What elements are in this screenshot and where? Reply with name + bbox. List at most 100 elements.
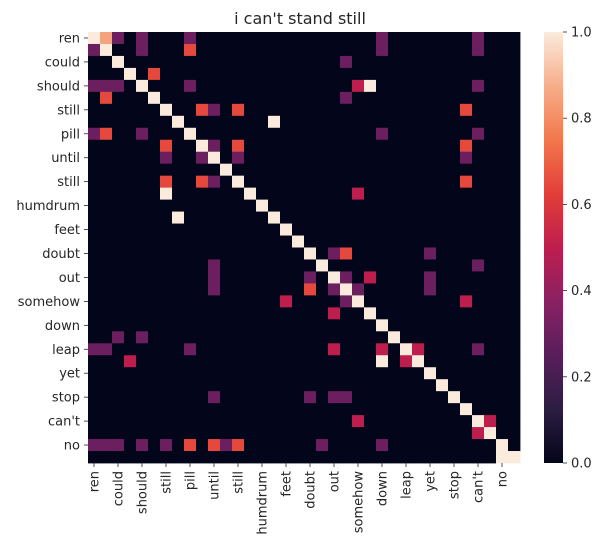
heatmap-cell [244,403,257,416]
heatmap-cell [160,32,173,45]
heatmap-cell [388,139,401,153]
heatmap-cell [304,115,317,129]
heatmap-cell [148,139,161,153]
heatmap-cell [316,223,329,236]
heatmap-cell [124,271,137,284]
heatmap-cell [472,103,485,117]
heatmap-cell [316,67,329,81]
heatmap-cell [352,211,365,224]
heatmap-cell [496,79,509,93]
heatmap-cell [376,79,389,93]
heatmap-cell [172,343,185,356]
heatmap-cell [412,103,425,117]
heatmap-cell [304,235,317,248]
heatmap-cell [436,343,449,356]
heatmap-cell [244,259,257,272]
heatmap-cell [124,151,137,165]
heatmap-cell [280,391,293,404]
heatmap-cell [496,103,509,117]
heatmap-cell [124,199,137,212]
heatmap-cell [364,175,377,189]
heatmap-cell [376,187,389,201]
col-tick-label: still [160,471,175,494]
heatmap-cell [496,331,509,344]
heatmap-cell [88,187,101,201]
heatmap-cell [400,391,413,404]
heatmap-cell [244,103,257,117]
heatmap-cell [388,235,401,248]
heatmap-cell [328,187,341,201]
row-tick-label: no [64,439,80,454]
heatmap-cell [220,115,233,129]
heatmap-cell [388,55,401,69]
heatmap-cell [184,319,197,332]
heatmap-cell [472,187,485,201]
heatmap-cell [304,331,317,344]
heatmap-cell [328,199,341,212]
heatmap-cell [100,451,113,464]
heatmap-cell [280,319,293,332]
heatmap-cell [244,32,257,45]
heatmap-cell [124,175,137,189]
heatmap-cell [508,103,521,117]
heatmap-cell [460,91,473,105]
heatmap-cell [112,211,125,224]
heatmap-cell [280,43,293,57]
heatmap-cell [172,319,185,332]
heatmap-cell [112,403,125,416]
heatmap-cell [268,32,281,45]
heatmap-cell [496,223,509,236]
heatmap-cell [124,127,137,141]
heatmap-cell [496,139,509,153]
heatmap-cell [112,55,125,69]
heatmap-cell [196,331,209,344]
heatmap-cell [400,259,413,272]
heatmap-cell [124,439,137,452]
heatmap-cell [376,403,389,416]
heatmap-cell [328,235,341,248]
heatmap-cell [316,355,329,368]
heatmap-cell [292,427,305,440]
heatmap-cell [232,343,245,356]
heatmap-cell [340,343,353,356]
heatmap-cell [100,163,113,177]
heatmap-cell [184,55,197,69]
heatmap-cell [208,271,221,284]
heatmap-cell [244,427,257,440]
heatmap-cell [340,271,353,284]
heatmap-cell [268,307,281,320]
heatmap-cell [172,43,185,57]
heatmap-cell [364,391,377,404]
heatmap-cell [364,355,377,368]
heatmap-cell [280,127,293,141]
heatmap-cell [460,32,473,45]
heatmap-cell [304,103,317,117]
heatmap-cell [448,451,461,464]
heatmap-cell [412,175,425,189]
heatmap-cell [448,91,461,105]
heatmap-cell [316,391,329,404]
heatmap-cell [328,115,341,129]
col-tick-label: humdrum [256,471,271,535]
heatmap-cell [472,175,485,189]
heatmap-cell [424,187,437,201]
heatmap-cell [304,415,317,428]
heatmap-cell [268,331,281,344]
heatmap-cell [412,127,425,141]
heatmap-cell [400,115,413,129]
heatmap-cell [268,403,281,416]
col-tick-label: leap [400,471,415,499]
heatmap-cell [364,151,377,165]
heatmap-cell [208,151,221,165]
heatmap-cell [472,32,485,45]
heatmap-cell [376,139,389,153]
heatmap-cell [460,247,473,260]
heatmap-cell [88,55,101,69]
heatmap-cell [244,271,257,284]
heatmap-cell [232,319,245,332]
row-tick-label: out [59,271,80,286]
heatmap-cell [100,235,113,248]
heatmap-cell [112,283,125,296]
heatmap-cell [196,139,209,153]
heatmap-cell [376,439,389,452]
